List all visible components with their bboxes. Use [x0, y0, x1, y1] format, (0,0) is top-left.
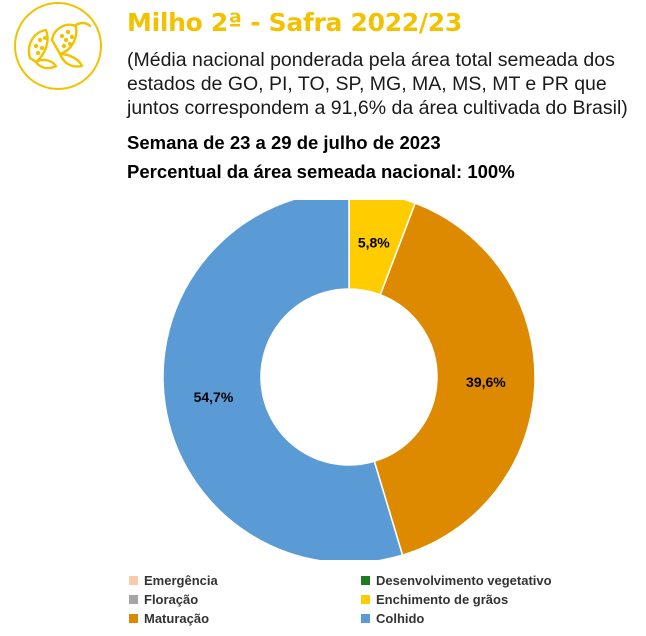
legend-item: Emergência — [129, 573, 218, 588]
legend-label: Floração — [144, 592, 199, 607]
legend-item: Colhido — [361, 611, 424, 626]
legend-swatch — [361, 595, 370, 604]
legend-item: Enchimento de grãos — [361, 592, 508, 607]
legend-item: Desenvolvimento vegetativo — [361, 573, 552, 588]
legend-label: Enchimento de grãos — [376, 592, 509, 607]
legend-swatch — [129, 595, 138, 604]
legend-label: Maturação — [144, 611, 210, 626]
legend-swatch — [361, 576, 370, 585]
chart-subtitle: (Média nacional ponderada pela área tota… — [127, 49, 628, 119]
data-label-5: 54,7% — [194, 389, 234, 405]
legend-swatch — [129, 576, 138, 585]
data-label-3: 5,8% — [358, 234, 390, 250]
sown-percent-label: Percentual da área semeada nacional: 100… — [127, 161, 515, 182]
legend-item: Maturação — [129, 611, 209, 626]
slice-5 — [162, 200, 404, 560]
chart-legend: Emergência Desenvolvimento vegetativo Flor… — [0, 573, 646, 633]
slice-4 — [373, 202, 536, 557]
week-label: Semana de 23 a 29 de julho de 2023 — [127, 132, 441, 153]
legend-label: Colhido — [376, 611, 425, 626]
data-label-4: 39,6% — [466, 374, 506, 390]
legend-label: Desenvolvimento vegetativo — [376, 573, 552, 588]
legend-item: Floração — [129, 592, 198, 607]
donut-chart: 5,8% 39,6% 54,7% — [162, 200, 536, 560]
corn-icon — [14, 2, 102, 90]
legend-swatch — [129, 614, 138, 623]
page-title: Milho 2ª - Safra 2022/23 — [127, 8, 462, 37]
legend-label: Emergência — [144, 573, 218, 588]
legend-swatch — [361, 614, 370, 623]
